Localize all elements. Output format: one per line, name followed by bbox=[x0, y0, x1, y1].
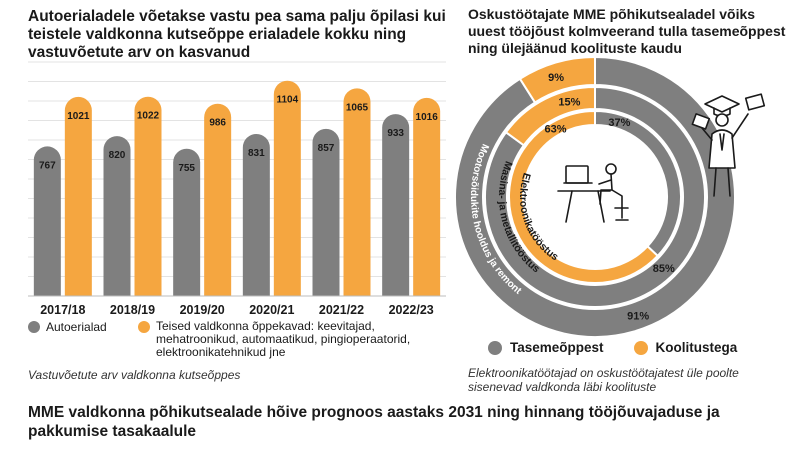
ring-chart-caption: Elektroonikatöötajad on oskustöötajatest… bbox=[468, 366, 739, 394]
bar-value-label: 831 bbox=[248, 148, 265, 159]
ring-segment-koolitustega bbox=[508, 109, 660, 284]
ring-segment-koolitustega bbox=[518, 55, 596, 104]
bar-teised bbox=[413, 97, 441, 296]
ring-segment-tasemeoppest bbox=[484, 85, 706, 308]
bar-value-label: 1016 bbox=[416, 112, 439, 123]
bar-value-label: 1065 bbox=[346, 102, 369, 113]
bar-value-label: 1021 bbox=[67, 111, 90, 122]
bar-chart: 767 1021 2017/18 820 1022 2018/19 755 986 2019/2… bbox=[28, 61, 446, 317]
bar-autoerialad bbox=[103, 136, 131, 296]
x-tick-label: 2022/23 bbox=[389, 303, 434, 317]
legend-label-autoerialad: Autoerialad bbox=[46, 320, 107, 334]
legend-item-tasemeoppest: Tasemeõppest bbox=[488, 340, 604, 355]
ring-value-label: 37% bbox=[608, 117, 630, 129]
bar-teised bbox=[64, 96, 92, 296]
bar-autoerialad bbox=[242, 133, 270, 296]
bar-autoerialad bbox=[312, 128, 340, 296]
ring-center bbox=[525, 127, 665, 267]
bar-autoerialad bbox=[173, 148, 201, 296]
bar-chart-caption: Vastuvõetute arv valdkonna kutseõppes bbox=[28, 368, 241, 382]
x-tick-label: 2021/22 bbox=[319, 303, 364, 317]
ring-value-label: 9% bbox=[548, 72, 564, 84]
x-tick-label: 2019/20 bbox=[180, 303, 225, 317]
bar-value-label: 933 bbox=[387, 128, 404, 139]
right-chart-title: Oskustöötajate MME põhikutsealadel võiks… bbox=[468, 6, 786, 56]
legend-swatch-gray bbox=[488, 340, 502, 355]
legend-label-koolitustega: Koolitustega bbox=[655, 340, 738, 355]
bar-value-label: 755 bbox=[178, 163, 195, 174]
ring-marks: 91%9%Mootorsõidukite hooldus ja remont85… bbox=[454, 55, 736, 338]
ring-segment-tasemeoppest bbox=[454, 55, 736, 338]
ring-value-label: 91% bbox=[627, 310, 649, 322]
bar-teised bbox=[134, 96, 162, 296]
ring-value-label: 85% bbox=[653, 263, 675, 275]
bar-teised bbox=[204, 103, 232, 296]
legend-item-koolitustega: Koolitustega bbox=[633, 340, 738, 355]
legend-item-autoerialad: Autoerialad bbox=[28, 320, 138, 334]
legend-swatch-orange bbox=[138, 321, 150, 333]
ring-legend: Tasemeõppest Koolitustega bbox=[488, 340, 737, 355]
bar-legend: Autoerialad Teised valdkonna õppekavad: … bbox=[28, 320, 468, 359]
bar-value-label: 1104 bbox=[276, 95, 298, 106]
ring-value-label: 63% bbox=[544, 124, 566, 136]
bar-value-label: 767 bbox=[39, 160, 56, 171]
x-tick-label: 2020/21 bbox=[249, 303, 294, 317]
legend-swatch-gray bbox=[28, 321, 40, 333]
legend-label-teised: Teised valdkonna õppekavad: keevitajad, … bbox=[156, 319, 411, 359]
x-tick-label: 2018/19 bbox=[110, 303, 155, 317]
person-at-desk-icon bbox=[557, 163, 629, 223]
bar-marks: 767 1021 2017/18 820 1022 2018/19 755 986 2019/2… bbox=[28, 80, 446, 317]
graduate-icon bbox=[691, 93, 766, 197]
bar-value-label: 820 bbox=[109, 150, 126, 161]
legend-item-teised: Teised valdkonna õppekavad: keevitajad, … bbox=[138, 320, 438, 359]
legend-label-tasemeoppest: Tasemeõppest bbox=[510, 340, 604, 355]
ring-segment-koolitustega bbox=[504, 85, 596, 147]
bar-teised bbox=[343, 88, 371, 296]
bar-value-label: 1022 bbox=[137, 111, 160, 122]
bar-value-label: 986 bbox=[209, 118, 226, 129]
x-tick-label: 2017/18 bbox=[40, 303, 85, 317]
ring-value-label: 15% bbox=[558, 96, 580, 108]
bar-autoerialad bbox=[382, 114, 410, 297]
section-title-bottom: MME valdkonna põhikutsealade hõive progn… bbox=[28, 404, 720, 440]
bar-value-label: 857 bbox=[318, 143, 335, 154]
left-chart-title: Autoerialadele võetakse vastu pea sama p… bbox=[28, 8, 446, 61]
bar-autoerialad bbox=[33, 146, 61, 296]
legend-swatch-orange bbox=[633, 340, 648, 355]
bar-teised bbox=[273, 80, 301, 296]
